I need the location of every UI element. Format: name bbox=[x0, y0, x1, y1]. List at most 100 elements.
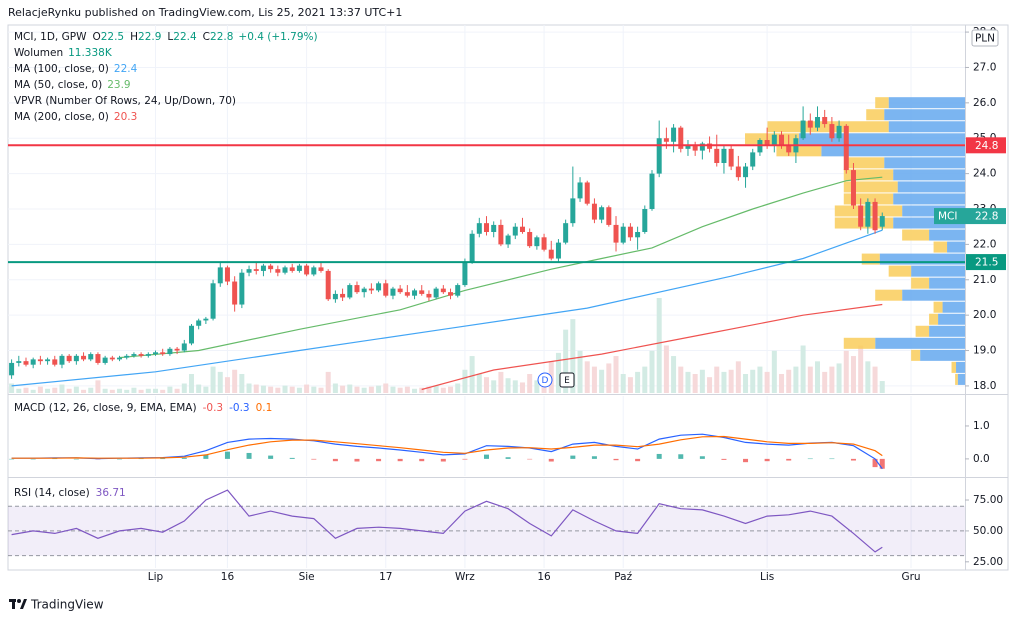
y-tick-label: 0.0 bbox=[973, 453, 990, 465]
histogram-bar bbox=[9, 458, 15, 460]
price-tag bbox=[966, 137, 1006, 154]
candle-body bbox=[512, 226, 518, 236]
candle-body bbox=[145, 354, 151, 356]
volume-bar bbox=[153, 388, 159, 393]
histogram-bar bbox=[879, 458, 885, 469]
candle-body bbox=[37, 359, 43, 362]
legend-name: MA (200, close, 0) bbox=[14, 111, 109, 123]
candle-body bbox=[764, 140, 770, 146]
volume-bar bbox=[412, 388, 418, 393]
legend-letter: O bbox=[92, 31, 100, 43]
candle-body bbox=[455, 285, 461, 296]
vpvr-down bbox=[933, 301, 943, 313]
legend-change: +0.4 (+1.79%) bbox=[238, 31, 317, 43]
volume-bar bbox=[635, 371, 641, 393]
x-tick-label: Lip bbox=[148, 571, 164, 583]
event-marker[interactable] bbox=[559, 372, 575, 388]
vpvr-down bbox=[843, 193, 894, 205]
volume-bar bbox=[217, 371, 223, 393]
candle-body bbox=[340, 293, 346, 298]
macd-plot bbox=[9, 433, 885, 470]
vpvr-down bbox=[843, 169, 894, 181]
vpvr-up bbox=[879, 253, 965, 265]
vpvr-up bbox=[798, 133, 965, 145]
volume-bar bbox=[66, 388, 72, 393]
candle-body bbox=[771, 134, 777, 146]
candle-body bbox=[311, 267, 317, 275]
candle-body bbox=[347, 285, 353, 298]
candle-body bbox=[23, 361, 29, 365]
volume-bar bbox=[764, 371, 770, 393]
volume-bar bbox=[714, 366, 720, 393]
vpvr-up bbox=[902, 289, 965, 301]
candle-body bbox=[138, 354, 144, 356]
candle-body bbox=[268, 265, 274, 270]
candle-body bbox=[555, 242, 561, 259]
y-tick-label: 22.0 bbox=[973, 238, 996, 250]
vpvr-down bbox=[843, 181, 898, 193]
histogram-bar bbox=[268, 455, 274, 459]
candle-body bbox=[361, 288, 367, 293]
vpvr-up bbox=[929, 277, 965, 289]
volume-bar bbox=[117, 388, 123, 393]
legend: VPVR (Number Of Rows, 24, Up/Down, 70) bbox=[14, 95, 236, 107]
vpvr-down bbox=[951, 361, 957, 373]
vpvr-up bbox=[920, 349, 965, 361]
candle-body bbox=[304, 265, 310, 275]
legend-name: MACD (12, 26, close, 9, EMA, EMA) bbox=[14, 402, 197, 414]
x-tick-label: 16 bbox=[221, 571, 235, 583]
volume-bar bbox=[188, 374, 194, 393]
candle-body bbox=[296, 265, 302, 271]
vpvr-down bbox=[915, 325, 930, 337]
candle-body bbox=[786, 145, 792, 153]
candle-body bbox=[728, 148, 734, 167]
histogram-bar bbox=[721, 458, 727, 460]
volume-bar bbox=[109, 389, 115, 393]
candle-body bbox=[232, 281, 238, 305]
x-tick-label: 17 bbox=[379, 571, 392, 583]
price-tag-label: 21.5 bbox=[975, 257, 998, 269]
volume-bar bbox=[102, 388, 108, 393]
volume-bar bbox=[16, 388, 22, 393]
legend: MA (200, close, 0) 20.3 bbox=[14, 111, 137, 123]
x-tick-label: Sie bbox=[299, 571, 315, 583]
volume-bar bbox=[498, 371, 504, 393]
volume-bar bbox=[296, 387, 302, 393]
candle-body bbox=[843, 125, 849, 171]
candle-body bbox=[505, 235, 511, 245]
histogram-bar bbox=[850, 458, 856, 461]
event-marker[interactable] bbox=[537, 372, 553, 388]
volume-bar bbox=[555, 352, 561, 393]
y-tick-label: 75.00 bbox=[973, 494, 1003, 506]
histogram-bar bbox=[181, 457, 187, 459]
volume-bar bbox=[325, 371, 331, 393]
legend-value: 22.5 bbox=[101, 31, 124, 43]
candle-body bbox=[448, 292, 454, 296]
candle-body bbox=[368, 288, 374, 291]
price-tag bbox=[966, 254, 1006, 271]
candle-body bbox=[714, 148, 720, 163]
volume-bar bbox=[361, 387, 367, 393]
y-tick-label: 20.0 bbox=[973, 309, 996, 321]
candle-body bbox=[88, 354, 94, 360]
volume-bar bbox=[160, 389, 166, 393]
candle-body bbox=[325, 270, 331, 300]
volume-bar bbox=[591, 366, 597, 393]
vpvr-down bbox=[875, 97, 889, 109]
volume-bar bbox=[448, 386, 454, 393]
candle-body bbox=[584, 182, 590, 204]
frame bbox=[7, 24, 1009, 571]
vpvr-down bbox=[955, 373, 958, 385]
volume-bar bbox=[440, 387, 446, 393]
volume-bar bbox=[224, 377, 230, 393]
volume-bar bbox=[584, 361, 590, 393]
candle-body bbox=[124, 355, 130, 358]
candle-body bbox=[246, 269, 252, 273]
vpvr-up bbox=[942, 301, 965, 313]
histogram-bar bbox=[73, 458, 79, 460]
candle-body bbox=[591, 203, 597, 220]
rsi-line bbox=[11, 489, 883, 553]
volume-bar bbox=[800, 345, 806, 393]
volume-bar bbox=[318, 387, 324, 393]
